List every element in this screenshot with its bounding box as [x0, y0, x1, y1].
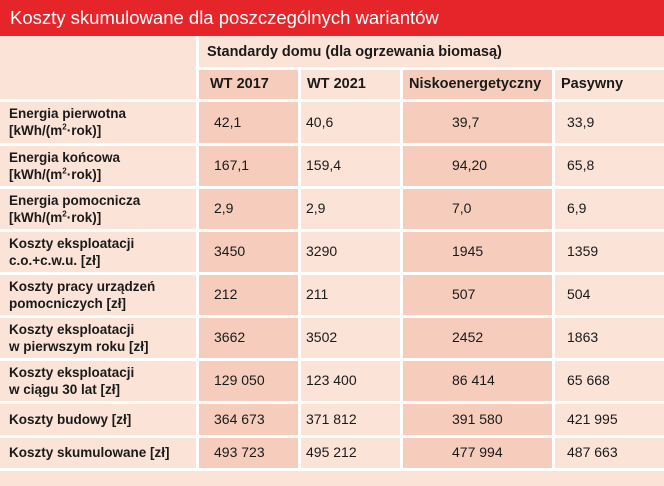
- table-cell: 487 663: [567, 444, 618, 460]
- table-cell: 495 212: [306, 444, 357, 460]
- grid-line: [298, 68, 301, 469]
- grid-line: [0, 99, 664, 102]
- table-cell: 7,0: [452, 200, 472, 216]
- table-cell: 2452: [452, 329, 484, 345]
- table-cell: 211: [306, 286, 329, 302]
- grid-line: [0, 468, 664, 471]
- table-cell: 507: [452, 286, 476, 302]
- table-cell: 123 400: [306, 372, 357, 388]
- table-cell: 129 050: [214, 372, 265, 388]
- table-cell: 94,20: [452, 157, 488, 173]
- column-header: Pasywny: [561, 76, 624, 92]
- row-label: Koszty pracy urządzeń: [9, 279, 156, 294]
- row-label: Koszty eksploatacji: [9, 322, 135, 337]
- row-label: [kWh/(m2·rok)]: [9, 122, 102, 138]
- table-cell: 493 723: [214, 444, 265, 460]
- table-cell: 86 414: [452, 372, 495, 388]
- table-cell: 42,1: [214, 114, 242, 130]
- column-header: WT 2021: [307, 76, 366, 92]
- row-label: [kWh/(m2·rok)]: [9, 209, 102, 225]
- grid-line: [0, 358, 664, 361]
- table-cell: 504: [567, 286, 591, 302]
- table-cell: 364 673: [214, 411, 265, 427]
- grid-line: [0, 435, 664, 438]
- row-label: Energia końcowa: [9, 150, 121, 165]
- row-label: Energia pomocnicza: [9, 193, 141, 208]
- table-cell: 2,9: [306, 200, 326, 216]
- column-shade: [197, 68, 299, 469]
- row-label: w ciągu 30 lat [zł]: [9, 382, 121, 397]
- row-label: c.o.+c.w.u. [zł]: [9, 253, 101, 268]
- table-title: Koszty skumulowane dla poszczególnych wa…: [0, 0, 664, 36]
- column-header: WT 2017: [210, 76, 269, 92]
- table-cell: 3502: [306, 329, 338, 345]
- column-header: Niskoenergetyczny: [409, 76, 542, 92]
- grid-line: [0, 315, 664, 318]
- row-label: w pierwszym roku [zł]: [9, 339, 149, 354]
- grid-line: [0, 186, 664, 189]
- group-header: Standardy domu (dla ogrzewania biomasą): [207, 44, 502, 60]
- row-label: Koszty skumulowane [zł]: [9, 445, 170, 460]
- grid-line: [0, 143, 664, 146]
- grid-line: [0, 401, 664, 404]
- table-cell: 6,9: [567, 200, 587, 216]
- table-cell: 159,4: [306, 157, 342, 173]
- table-cell: 3450: [214, 243, 246, 259]
- grid-line: [0, 272, 664, 275]
- grid-line: [197, 67, 664, 70]
- table-cell: 40,6: [306, 114, 334, 130]
- table-cell: 65 668: [567, 372, 610, 388]
- table-cell: 65,8: [567, 157, 595, 173]
- cost-table: Standardy domu (dla ogrzewania biomasą) W…: [0, 36, 664, 486]
- grid-line: [0, 229, 664, 232]
- table-cell: 1359: [567, 243, 599, 259]
- row-label: pomocniczych [zł]: [9, 296, 127, 311]
- grid-line: [196, 36, 199, 469]
- grid-line: [552, 68, 555, 469]
- table-cell: 212: [214, 286, 238, 302]
- table-cell: 477 994: [452, 444, 503, 460]
- table-cell: 3290: [306, 243, 338, 259]
- table-cell: 421 995: [567, 411, 618, 427]
- table-cell: 391 580: [452, 411, 503, 427]
- row-label: Koszty budowy [zł]: [9, 412, 132, 427]
- table-cell: 39,7: [452, 114, 480, 130]
- table-cell: 3662: [214, 329, 246, 345]
- table-cell: 33,9: [567, 114, 595, 130]
- grid-line: [400, 68, 403, 469]
- table-cell: 371 812: [306, 411, 357, 427]
- row-label: [kWh/(m2·rok)]: [9, 166, 102, 182]
- row-label: Energia pierwotna: [9, 106, 127, 121]
- table-cell: 1863: [567, 329, 599, 345]
- table-cell: 1945: [452, 243, 484, 259]
- row-label: Koszty eksploatacji: [9, 236, 135, 251]
- row-label: Koszty eksploatacji: [9, 365, 135, 380]
- table-cell: 2,9: [214, 200, 234, 216]
- table-cell: 167,1: [214, 157, 250, 173]
